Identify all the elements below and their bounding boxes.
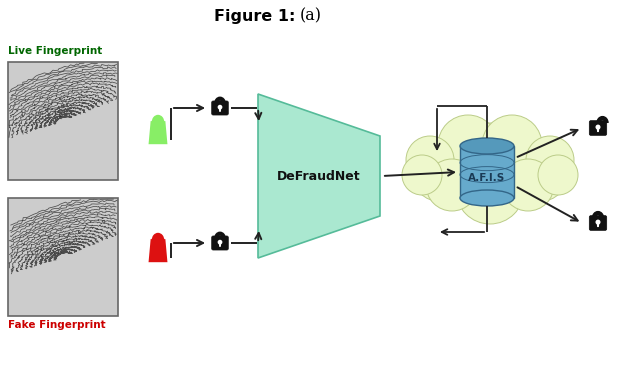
Text: Fake Fingerprint: Fake Fingerprint bbox=[8, 320, 106, 330]
FancyBboxPatch shape bbox=[212, 236, 229, 250]
Text: Figure 1:: Figure 1: bbox=[214, 8, 295, 24]
Text: DeFraudNet: DeFraudNet bbox=[277, 170, 361, 183]
Circle shape bbox=[526, 136, 574, 184]
Circle shape bbox=[456, 156, 524, 224]
Polygon shape bbox=[597, 222, 599, 227]
Circle shape bbox=[438, 115, 498, 175]
Circle shape bbox=[410, 138, 474, 202]
Ellipse shape bbox=[152, 233, 165, 248]
Circle shape bbox=[218, 105, 222, 110]
Text: Live Fingerprint: Live Fingerprint bbox=[8, 46, 102, 56]
Polygon shape bbox=[258, 94, 380, 258]
Circle shape bbox=[538, 155, 578, 195]
Circle shape bbox=[402, 155, 442, 195]
Circle shape bbox=[218, 240, 222, 244]
Circle shape bbox=[406, 136, 454, 184]
Circle shape bbox=[482, 115, 542, 175]
Circle shape bbox=[502, 159, 554, 211]
FancyBboxPatch shape bbox=[212, 101, 229, 115]
Circle shape bbox=[595, 125, 600, 130]
Circle shape bbox=[426, 159, 478, 211]
Ellipse shape bbox=[460, 190, 514, 206]
Polygon shape bbox=[149, 121, 168, 144]
Circle shape bbox=[595, 220, 600, 224]
FancyBboxPatch shape bbox=[589, 121, 607, 135]
Bar bbox=[460, 146, 514, 198]
Circle shape bbox=[448, 123, 532, 207]
Ellipse shape bbox=[152, 115, 165, 130]
Text: A.F.I.S: A.F.I.S bbox=[468, 173, 506, 183]
Circle shape bbox=[506, 138, 570, 202]
Polygon shape bbox=[597, 127, 599, 132]
Text: (a): (a) bbox=[300, 7, 322, 25]
FancyBboxPatch shape bbox=[589, 216, 607, 230]
Polygon shape bbox=[219, 107, 221, 112]
Bar bbox=[8, 62, 118, 180]
Polygon shape bbox=[219, 242, 221, 247]
Polygon shape bbox=[149, 239, 168, 262]
Bar bbox=[8, 198, 118, 316]
Ellipse shape bbox=[460, 138, 514, 154]
